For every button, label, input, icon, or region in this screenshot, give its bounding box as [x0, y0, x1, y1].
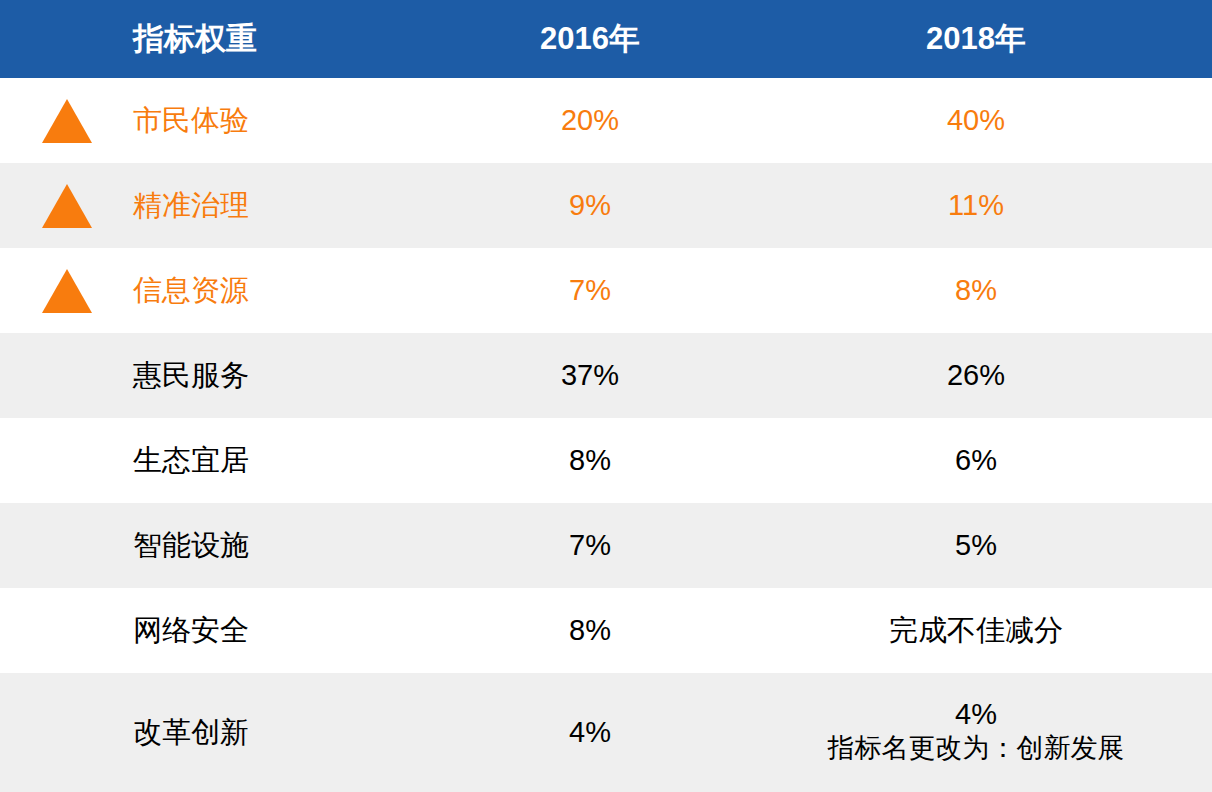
indicator-name: 智能设施 [133, 526, 440, 566]
indicator-name: 生态宜居 [133, 441, 440, 481]
indicator-weight-table: 指标权重 2016年 2018年 市民体验 20% 40% 精准治理 9% 11… [0, 0, 1212, 792]
value-2016: 7% [440, 529, 740, 562]
value-2018: 40% [740, 104, 1212, 137]
indicator-name: 惠民服务 [133, 356, 440, 396]
row-icon-cell [0, 269, 133, 313]
value-2016: 7% [440, 274, 740, 307]
table-row: 智能设施 7% 5% [0, 503, 1212, 588]
value-2016: 8% [440, 444, 740, 477]
header-year-2018: 2018年 [740, 18, 1212, 60]
value-2018-cell: 5% [740, 529, 1212, 562]
row-icon-cell [0, 184, 133, 228]
indicator-name: 信息资源 [133, 271, 440, 311]
table-row: 市民体验 20% 40% [0, 78, 1212, 163]
header-year-2016: 2016年 [440, 18, 740, 60]
indicator-name: 市民体验 [133, 101, 440, 141]
value-2018: 5% [740, 529, 1212, 562]
indicator-name: 网络安全 [133, 611, 440, 651]
table-row: 惠民服务 37% 26% [0, 333, 1212, 418]
indicator-name: 改革创新 [133, 713, 440, 753]
value-2018-cell: 完成不佳减分 [740, 611, 1212, 651]
value-2018-cell: 8% [740, 274, 1212, 307]
triangle-up-icon [42, 99, 92, 143]
indicator-name: 精准治理 [133, 186, 440, 226]
table-header-row: 指标权重 2016年 2018年 [0, 0, 1212, 78]
table-row: 网络安全 8% 完成不佳减分 [0, 588, 1212, 673]
table-body: 市民体验 20% 40% 精准治理 9% 11% 信息资源 7% [0, 78, 1212, 792]
value-2016: 9% [440, 189, 740, 222]
value-2018: 6% [740, 444, 1212, 477]
header-indicator-weight: 指标权重 [133, 18, 440, 60]
table-row: 信息资源 7% 8% [0, 248, 1212, 333]
value-2018-cell: 40% [740, 104, 1212, 137]
table-row: 生态宜居 8% 6% [0, 418, 1212, 503]
row-icon-cell [0, 99, 133, 143]
value-2016: 37% [440, 359, 740, 392]
value-2018-cell: 26% [740, 359, 1212, 392]
value-2018: 4% [740, 698, 1212, 731]
table-row: 改革创新 4% 4% 指标名更改为：创新发展 [0, 673, 1212, 792]
value-2018: 完成不佳减分 [740, 611, 1212, 651]
value-2018: 26% [740, 359, 1212, 392]
value-2018: 8% [740, 274, 1212, 307]
triangle-up-icon [42, 184, 92, 228]
table-row: 精准治理 9% 11% [0, 163, 1212, 248]
value-2018-cell: 11% [740, 189, 1212, 222]
triangle-up-icon [42, 269, 92, 313]
value-2018-cell: 6% [740, 444, 1212, 477]
value-2016: 4% [440, 716, 740, 749]
value-2018: 11% [740, 189, 1212, 222]
value-2018-note: 指标名更改为：创新发展 [740, 731, 1212, 766]
value-2016: 8% [440, 614, 740, 647]
value-2016: 20% [440, 104, 740, 137]
value-2018-cell: 4% 指标名更改为：创新发展 [740, 698, 1212, 766]
